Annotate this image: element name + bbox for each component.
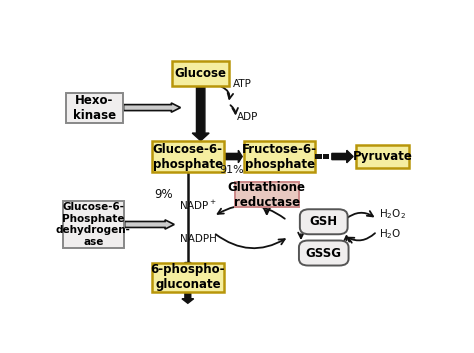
Text: Fructose-6-
phosphate: Fructose-6- phosphate <box>242 143 317 170</box>
Text: GSSG: GSSG <box>306 246 342 259</box>
FancyArrow shape <box>192 86 209 141</box>
FancyBboxPatch shape <box>244 141 316 172</box>
Text: ATP: ATP <box>233 79 252 90</box>
Text: Glucose-6-
phosphate: Glucose-6- phosphate <box>153 143 223 170</box>
FancyBboxPatch shape <box>152 263 224 292</box>
Text: GSH: GSH <box>310 215 338 228</box>
FancyArrow shape <box>332 150 353 163</box>
Text: Hexo-
kinase: Hexo- kinase <box>73 94 116 121</box>
FancyBboxPatch shape <box>66 92 123 122</box>
Text: Glutathione
reductase: Glutathione reductase <box>228 181 306 209</box>
FancyArrow shape <box>182 290 194 303</box>
FancyBboxPatch shape <box>300 209 347 234</box>
Text: H$_2$O$_2$: H$_2$O$_2$ <box>379 207 406 221</box>
FancyArrow shape <box>182 263 194 290</box>
Text: 9%: 9% <box>155 188 173 201</box>
Text: NADP$^+$: NADP$^+$ <box>179 199 217 212</box>
Text: Glucose: Glucose <box>175 67 227 80</box>
Text: Pyruvate: Pyruvate <box>353 150 412 163</box>
FancyArrow shape <box>125 220 174 229</box>
FancyBboxPatch shape <box>323 154 329 159</box>
Text: Glucose-6-
Phosphate
dehydrogen-
ase: Glucose-6- Phosphate dehydrogen- ase <box>56 202 131 247</box>
FancyBboxPatch shape <box>63 201 124 248</box>
FancyBboxPatch shape <box>172 61 229 86</box>
FancyArrow shape <box>124 103 181 112</box>
FancyArrow shape <box>225 150 242 163</box>
Text: 91%: 91% <box>219 165 244 175</box>
Text: H$_2$O: H$_2$O <box>379 227 401 241</box>
FancyBboxPatch shape <box>299 240 348 265</box>
Text: 6-phospho-
gluconate: 6-phospho- gluconate <box>151 263 225 292</box>
FancyBboxPatch shape <box>356 145 409 168</box>
FancyBboxPatch shape <box>315 154 322 159</box>
FancyBboxPatch shape <box>152 141 224 172</box>
Text: NADPH: NADPH <box>180 234 217 244</box>
FancyBboxPatch shape <box>235 182 299 208</box>
Text: ADP: ADP <box>237 112 259 122</box>
